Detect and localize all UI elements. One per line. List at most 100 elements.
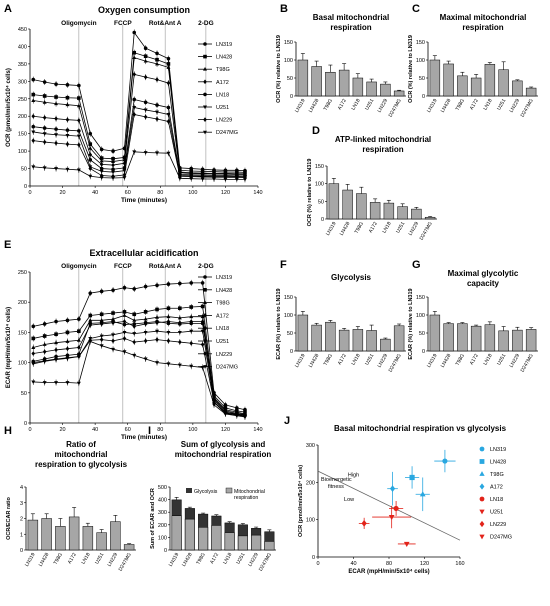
data-point bbox=[122, 285, 127, 290]
data-point bbox=[54, 347, 58, 353]
category-label: LN18 bbox=[80, 552, 91, 566]
data-point bbox=[54, 127, 58, 131]
chart-title-line: Maximal glycolytic bbox=[448, 269, 519, 278]
data-point bbox=[200, 304, 205, 309]
legend-marker bbox=[203, 79, 207, 85]
legend-label: LN319 bbox=[490, 447, 506, 453]
x-tick-label: 120 bbox=[420, 561, 429, 567]
category-label: T98G bbox=[323, 98, 335, 112]
injection-label: Oligomycin bbox=[61, 20, 96, 27]
y-tick-label: 0 bbox=[164, 548, 167, 554]
y-tick-label: 4 bbox=[20, 485, 23, 491]
x-tick-label: 20 bbox=[60, 427, 66, 433]
category-label: LN319 bbox=[24, 552, 37, 568]
y-tick-label: 200 bbox=[306, 480, 315, 486]
bar bbox=[429, 314, 441, 352]
y-axis-title: OCR/ECAR ratio bbox=[6, 496, 12, 539]
chart-title-line: mitochondrial bbox=[55, 450, 108, 459]
y-tick-label: 0 bbox=[312, 555, 315, 561]
y-axis-title: OCR (%) relative to LN319 bbox=[408, 35, 414, 103]
data-point bbox=[54, 82, 58, 86]
data-point bbox=[155, 151, 160, 156]
data-point bbox=[178, 306, 182, 311]
data-point bbox=[54, 319, 58, 324]
category-label: D247MG bbox=[118, 552, 133, 572]
data-point bbox=[143, 54, 148, 59]
data-point bbox=[155, 361, 160, 365]
legend-marker bbox=[479, 496, 485, 502]
legend-marker bbox=[203, 288, 207, 292]
data-point bbox=[223, 403, 228, 407]
chart-title: Maximal glycolytic bbox=[448, 269, 519, 278]
series-line bbox=[33, 330, 246, 417]
x-tick-label: 20 bbox=[60, 190, 66, 196]
point-LN428 bbox=[404, 466, 420, 489]
chart-title-line: Ratio of bbox=[66, 440, 96, 449]
legend-label: A172 bbox=[490, 485, 503, 491]
data-point bbox=[143, 108, 148, 113]
category-label: A172 bbox=[469, 98, 480, 111]
data-point bbox=[132, 72, 137, 77]
data-point bbox=[99, 312, 104, 317]
data-point bbox=[155, 110, 160, 115]
injection-label: 2-DG bbox=[198, 20, 214, 27]
fitness-line bbox=[317, 470, 461, 541]
category-label: LN18 bbox=[350, 98, 361, 112]
point-LN18 bbox=[389, 501, 404, 516]
data-point bbox=[122, 176, 127, 180]
y-tick-label: 0 bbox=[321, 217, 324, 223]
data-point bbox=[42, 132, 47, 136]
data-point bbox=[42, 94, 47, 98]
data-point bbox=[212, 177, 217, 182]
chart-title-line: respiration bbox=[362, 145, 403, 154]
chart-title: ATP-linked mitochondrial bbox=[335, 135, 431, 144]
bar bbox=[110, 521, 121, 551]
data-point bbox=[155, 77, 159, 82]
legend-label: T98G bbox=[490, 472, 504, 478]
legend-marker bbox=[203, 92, 207, 97]
data-point bbox=[155, 315, 160, 319]
category-label: D247MG bbox=[520, 98, 535, 118]
data-point bbox=[155, 51, 159, 56]
data-point bbox=[31, 324, 36, 329]
bar-mitochondrial bbox=[251, 534, 262, 551]
chart-title-line: Sum of glycolysis and bbox=[181, 440, 266, 449]
data-point bbox=[442, 458, 448, 464]
data-point bbox=[143, 100, 148, 105]
chart-title: capacity bbox=[467, 279, 500, 288]
data-point bbox=[88, 158, 93, 162]
bar bbox=[512, 329, 523, 352]
y-tick-label: 200 bbox=[18, 114, 27, 120]
category-label: T98G bbox=[195, 552, 207, 566]
legend-marker bbox=[203, 105, 207, 110]
legend-label: Mitochondrial respiration bbox=[234, 489, 265, 501]
data-point bbox=[200, 281, 205, 285]
data-point bbox=[111, 162, 115, 168]
point-LN319 bbox=[434, 449, 456, 473]
data-point bbox=[143, 357, 148, 362]
data-point bbox=[122, 336, 127, 341]
legend-marker bbox=[203, 54, 207, 59]
category-label: LN319 bbox=[294, 98, 307, 114]
y-axis-title: OCR (%) relative to LN319 bbox=[276, 35, 282, 103]
bar bbox=[380, 338, 391, 352]
data-point bbox=[77, 129, 81, 133]
bar bbox=[338, 69, 350, 97]
annotation-high: High bbox=[348, 473, 359, 479]
bar bbox=[484, 324, 496, 352]
legend-label: Glycolysis bbox=[194, 489, 218, 495]
panel-letter-I: I bbox=[148, 425, 151, 437]
data-point bbox=[419, 491, 426, 497]
x-tick-label: 60 bbox=[125, 190, 131, 196]
bar bbox=[352, 77, 364, 97]
category-label: LN18 bbox=[350, 353, 361, 367]
category-label: U251 bbox=[395, 221, 406, 235]
y-tick-label: 300 bbox=[158, 510, 167, 516]
data-point bbox=[65, 355, 70, 361]
x-tick-label: 40 bbox=[350, 561, 356, 567]
chart-title-line: respiration to glycolysis bbox=[35, 460, 128, 469]
bar bbox=[356, 193, 367, 220]
y-tick-label: 50 bbox=[21, 167, 27, 173]
data-point bbox=[189, 329, 194, 334]
